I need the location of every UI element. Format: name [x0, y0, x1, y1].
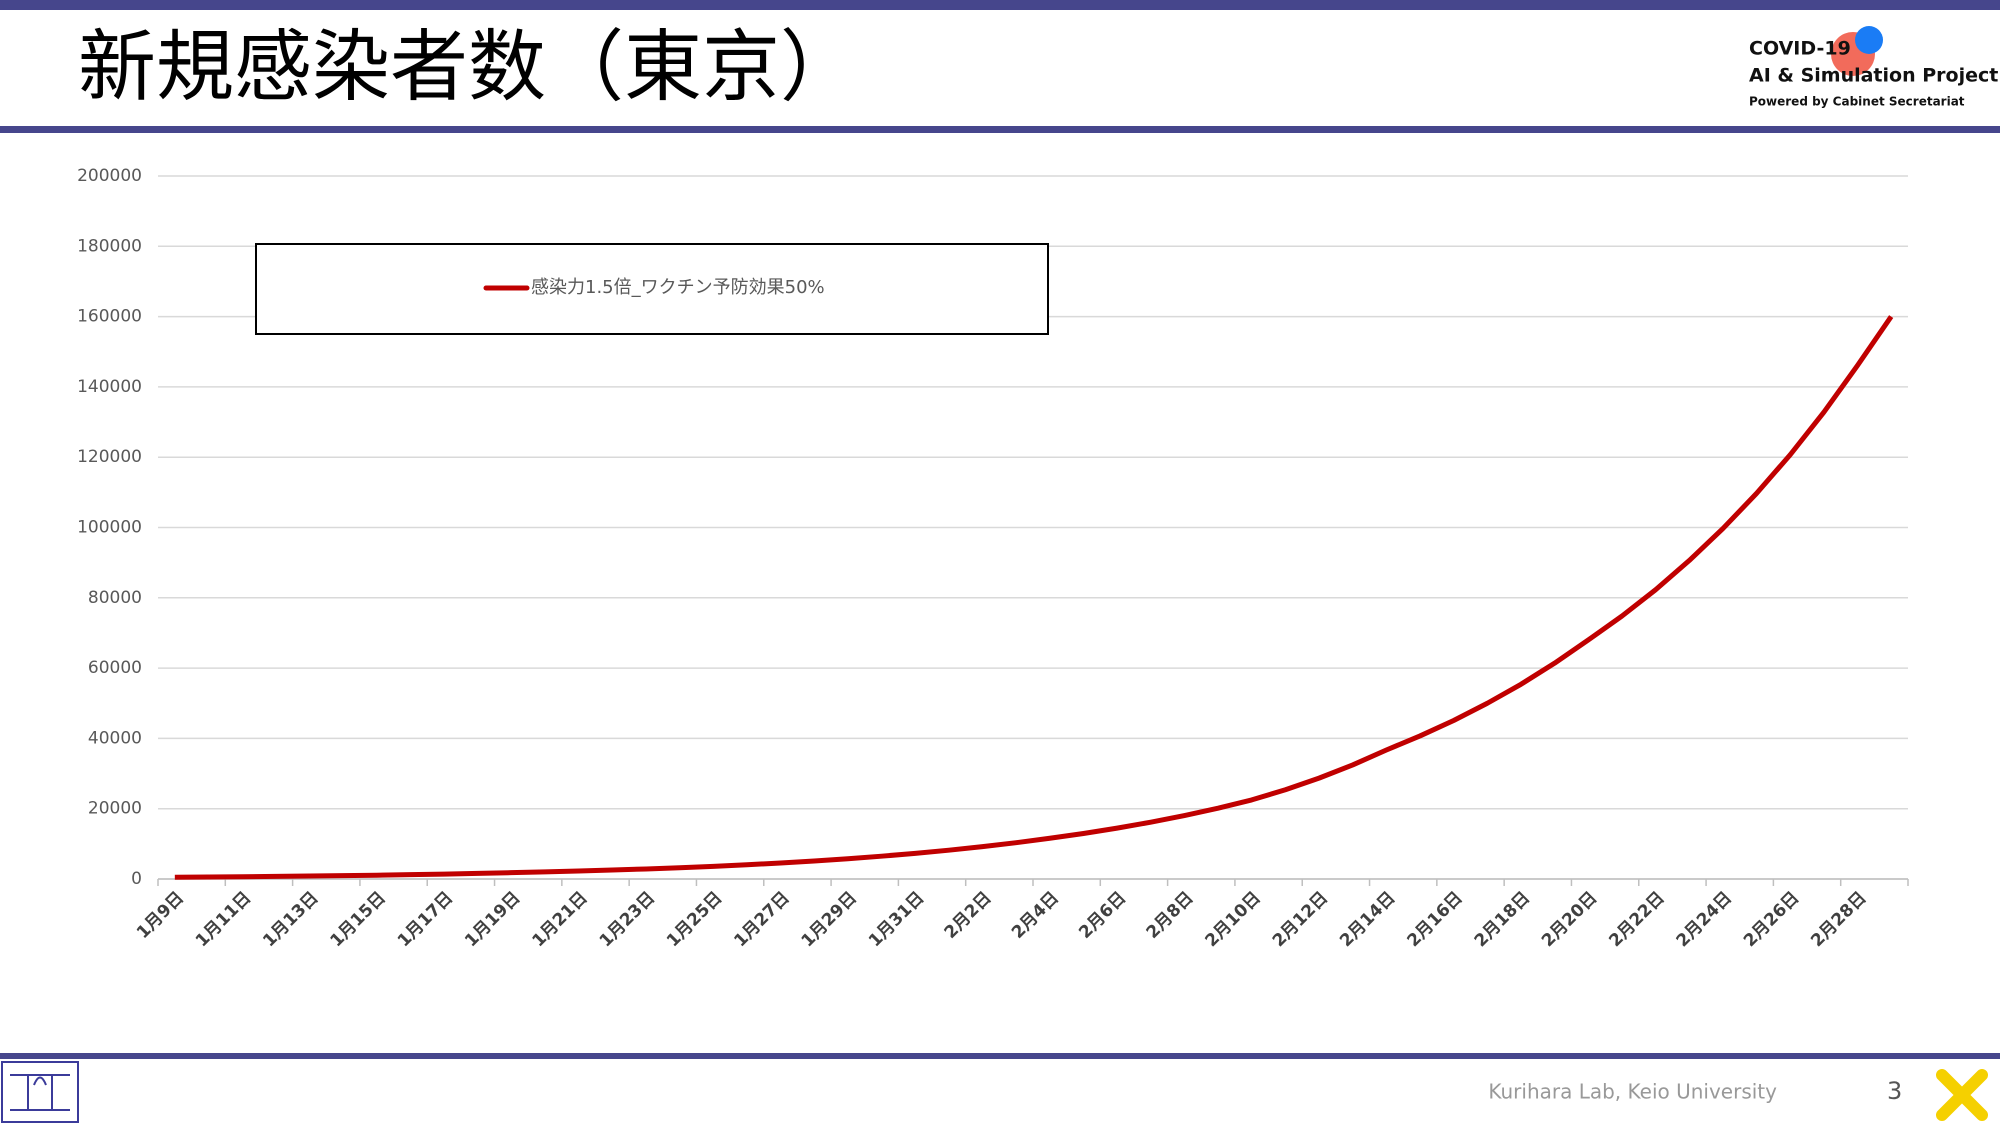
legend-box	[255, 243, 1049, 335]
x-tick-label: 1月21日	[528, 888, 591, 951]
y-tick-label: 120000	[77, 447, 142, 467]
x-tick-label: 1月25日	[663, 888, 726, 951]
top-bar	[0, 0, 2000, 10]
y-tick-label: 0	[131, 869, 142, 889]
logo-dot	[1855, 26, 1883, 54]
x-tick-label: 2月18日	[1471, 888, 1534, 951]
x-tick-label: 1月31日	[865, 888, 928, 951]
header-rule	[0, 126, 2000, 133]
x-tick-label: 1月19日	[461, 888, 524, 951]
x-tick-label: 2月26日	[1740, 888, 1803, 951]
lab-logo-mark	[10, 1074, 70, 1111]
y-tick-label: 200000	[77, 166, 142, 186]
x-tick-label: 2月24日	[1673, 888, 1736, 951]
x-tick-label: 2月22日	[1605, 888, 1668, 951]
x-tick-label: 1月9日	[133, 888, 188, 943]
y-tick-label: 180000	[77, 236, 142, 256]
footer-rule	[0, 1053, 2000, 1059]
x-tick-label: 1月17日	[394, 888, 457, 951]
x-tick-label: 1月15日	[327, 888, 390, 951]
y-tick-label: 80000	[88, 588, 142, 608]
x-tick-label: 2月28日	[1807, 888, 1870, 951]
x-tick-label: 2月4日	[1008, 888, 1063, 943]
legend: 感染力1.5倍_ワクチン予防効果50%	[483, 277, 825, 298]
x-tick-label: 2月20日	[1538, 888, 1601, 951]
lab-logo	[1, 1061, 79, 1123]
x-tick-label: 2月10日	[1202, 888, 1265, 951]
legend-label: 感染力1.5倍_ワクチン予防効果50%	[531, 277, 825, 298]
x-tick-label: 2月6日	[1075, 888, 1130, 943]
x-tick-label: 1月13日	[259, 888, 322, 951]
x-tick-label: 1月27日	[730, 888, 793, 951]
y-tick-label: 140000	[77, 377, 142, 397]
x-tick-label: 1月29日	[798, 888, 861, 951]
series-line	[174, 315, 1894, 880]
logo-text: COVID-19	[1749, 38, 1851, 60]
logo-text: AI & Simulation Project	[1749, 65, 1998, 87]
y-tick-label: 40000	[88, 728, 142, 748]
slide-title: 新規感染者数（東京）	[78, 22, 858, 112]
y-tick-label: 20000	[88, 799, 142, 819]
footer-credit: Kurihara Lab, Keio University	[1488, 1080, 1777, 1104]
x-tick-label: 1月23日	[596, 888, 659, 951]
x-tick-label: 2月8日	[1143, 888, 1198, 943]
x-tick-label: 2月16日	[1403, 888, 1466, 951]
x-tick-label: 1月11日	[192, 888, 255, 951]
x-tick-label: 2月14日	[1336, 888, 1399, 951]
y-tick-label: 60000	[88, 658, 142, 678]
corner-icon	[1936, 1069, 1988, 1121]
y-tick-label: 100000	[77, 518, 142, 538]
logo-text: Powered by Cabinet Secretariat	[1749, 95, 1965, 109]
y-tick-label: 160000	[77, 307, 142, 327]
x-tick-label: 2月2日	[941, 888, 996, 943]
page-number: 3	[1887, 1077, 1902, 1105]
x-tick-label: 2月12日	[1269, 888, 1332, 951]
